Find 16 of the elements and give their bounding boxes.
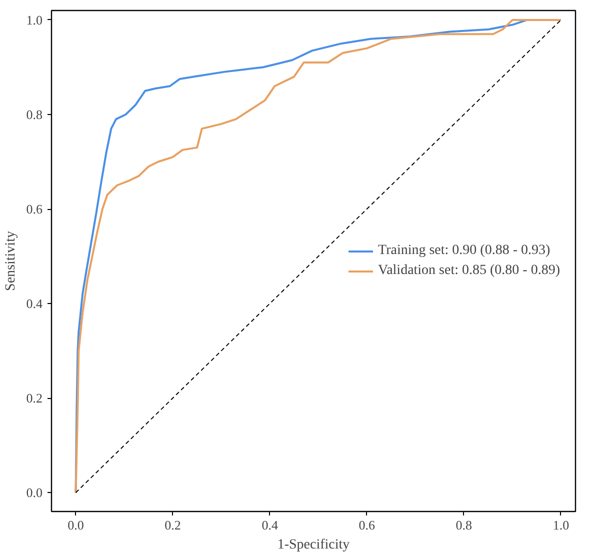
x-tick-label: 0.6: [358, 518, 376, 532]
x-tick-label: 0.2: [164, 518, 181, 532]
y-tick-label: 0.2: [26, 390, 42, 406]
x-axis-title: 1-Specificity: [277, 538, 350, 552]
y-tick-label: 0.0: [26, 485, 42, 500]
y-tick-label: 1.0: [26, 12, 42, 28]
legend-label: Validation set: 0.85 (0.80 - 0.89): [378, 262, 560, 278]
y-axis-title: Sensitivity: [3, 231, 18, 291]
x-tick-label: 0.4: [262, 518, 278, 532]
x-tick-label: 0.0: [68, 518, 84, 532]
y-tick-label: 0.4: [26, 296, 43, 312]
x-tick-label: 1.0: [552, 518, 570, 532]
legend-label: Training set: 0.90 (0.88 - 0.93): [378, 242, 550, 258]
x-tick-label: 0.8: [456, 518, 472, 532]
y-tick-label: 0.8: [26, 106, 42, 122]
y-tick-label: 0.6: [26, 202, 43, 217]
